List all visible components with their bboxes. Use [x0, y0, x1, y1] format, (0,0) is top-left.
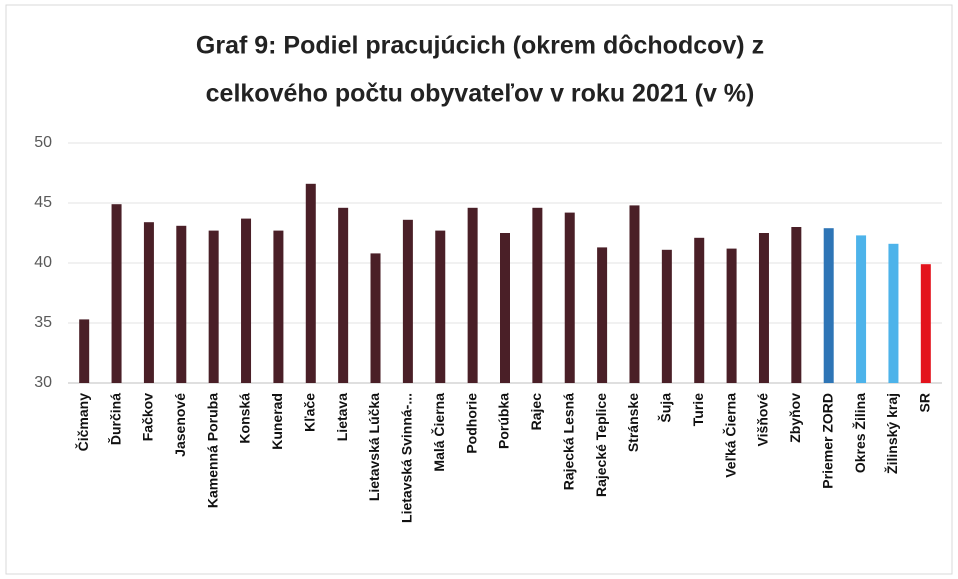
x-tick-label: Priemer ZORD	[819, 393, 835, 489]
x-tick-label: Rajec	[528, 393, 544, 431]
bar	[532, 207, 543, 383]
x-tick-label: Ďurčiná	[106, 393, 123, 445]
x-tick-label: Malá Čierna	[430, 393, 447, 472]
x-tick-label: Čičmany	[74, 393, 91, 452]
bar	[402, 219, 413, 383]
x-tick-label: Višňové	[755, 393, 771, 447]
x-tick-label: Kľače	[301, 393, 317, 432]
x-tick-label: Veľká Čierna	[721, 393, 738, 478]
x-tick-label: Stránske	[625, 393, 641, 452]
bar	[241, 218, 252, 383]
bar	[629, 205, 640, 383]
bar	[791, 227, 802, 383]
x-tick-label: Kunerad	[269, 393, 285, 450]
x-tick-label: Rajecká Lesná	[560, 393, 576, 490]
bar	[79, 319, 90, 383]
bar	[370, 253, 381, 383]
y-tick-label: 50	[34, 134, 52, 151]
bar	[661, 249, 672, 383]
bar	[597, 247, 608, 383]
bar	[467, 207, 478, 383]
y-tick-label: 30	[34, 374, 52, 391]
x-tick-label: Lietavská Lúčka	[366, 393, 382, 501]
bar	[143, 222, 154, 383]
x-tick-label: Žilinský kraj	[883, 393, 900, 474]
x-tick-label: Lietavská Svinná-...	[399, 393, 415, 523]
bar	[920, 264, 931, 383]
chart-title: Graf 9: Podiel pracujúcich (okrem dôchod…	[196, 32, 764, 60]
y-tick-label: 35	[34, 314, 52, 331]
bar	[111, 204, 122, 383]
bar	[208, 230, 219, 383]
y-tick-label: 40	[34, 254, 52, 271]
bar	[564, 212, 575, 383]
bar	[823, 228, 834, 383]
x-tick-label: Konská	[237, 393, 253, 444]
x-tick-label: Šuja	[657, 393, 674, 423]
bar	[726, 248, 737, 383]
bar	[888, 243, 899, 383]
x-tick-label: Rajecké Teplice	[593, 393, 609, 497]
bar	[694, 237, 705, 383]
x-tick-label: Porúbka	[496, 393, 512, 449]
x-tick-label: Kamenná Poruba	[204, 393, 220, 508]
chart-title: celkového počtu obyvateľov v roku 2021 (…	[206, 80, 755, 108]
x-tick-label: Zbyňov	[787, 393, 803, 443]
x-tick-label: Lietava	[334, 393, 350, 441]
x-tick-label: SR	[917, 393, 933, 412]
bar	[758, 233, 769, 383]
bar	[273, 230, 284, 383]
bar	[338, 207, 349, 383]
bar	[176, 225, 187, 383]
x-tick-label: Turie	[690, 393, 706, 426]
x-tick-label: Fačkov	[140, 393, 156, 441]
y-tick-label: 45	[34, 194, 52, 211]
x-tick-label: Okres Žilina	[851, 393, 868, 473]
x-tick-label: Jasenové	[172, 393, 188, 457]
bar	[435, 230, 446, 383]
bar	[856, 235, 867, 383]
bar	[305, 183, 316, 383]
bar	[500, 233, 510, 383]
x-tick-label: Podhorie	[463, 393, 479, 454]
